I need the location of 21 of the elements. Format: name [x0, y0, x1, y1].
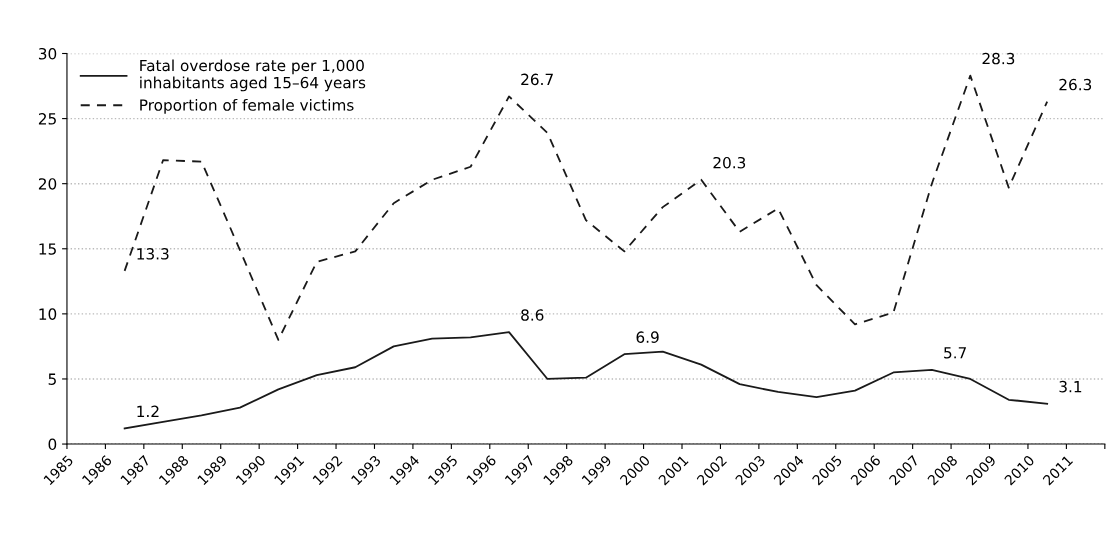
- line-series: [123, 74, 1049, 341]
- legend-label: Proportion of female victims: [140, 98, 354, 114]
- y-tick-label: 15: [39, 243, 56, 255]
- data-label: 3.1: [1059, 380, 1082, 393]
- data-label: 20.3: [713, 156, 746, 169]
- data-label: 13.3: [137, 248, 169, 260]
- legend-label: Fatal overdose rate per 1,000 inhabitants aged 15–64 years: [140, 59, 366, 92]
- data-label: 1.2: [137, 405, 159, 417]
- y-tick-label: 20: [38, 178, 57, 190]
- data-label: 8.6: [521, 309, 544, 321]
- data-label: 6.9: [636, 331, 659, 343]
- data-label: 28.3: [982, 52, 1015, 65]
- y-tick-label: 5: [48, 373, 56, 385]
- line-series: [123, 331, 1049, 430]
- y-tick-label: 30: [38, 47, 57, 60]
- data-label: 5.7: [944, 347, 966, 359]
- y-tick-label: 25: [38, 113, 56, 125]
- data-label: 26.7: [521, 73, 553, 86]
- y-tick-label: 10: [39, 308, 57, 320]
- y-tick-label: 0: [48, 438, 57, 451]
- data-label: 26.3: [1059, 78, 1092, 91]
